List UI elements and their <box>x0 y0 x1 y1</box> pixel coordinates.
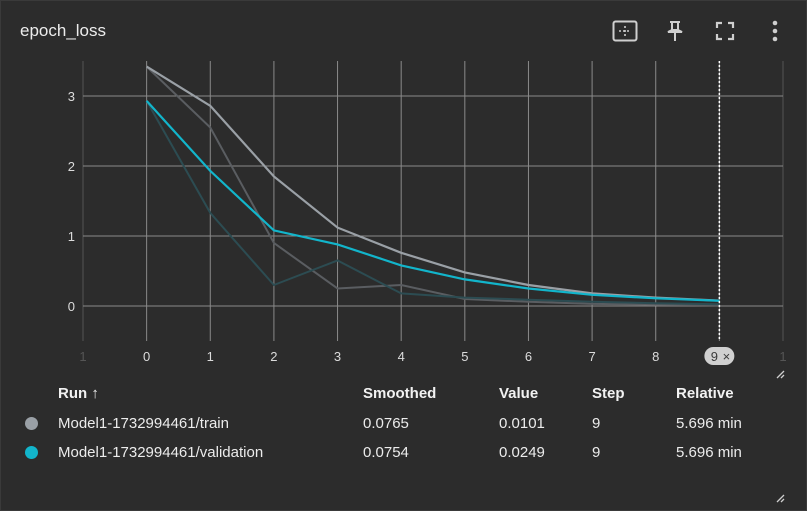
col-header-value[interactable]: Value <box>499 385 539 402</box>
more-vert-icon <box>772 20 778 42</box>
y-tick-label: 3 <box>68 89 75 104</box>
raw-series-line <box>145 65 720 307</box>
run-name: Model1-1732994461/validation <box>58 444 264 461</box>
step-value: 9 <box>592 415 601 432</box>
col-header-run[interactable]: Run ↑ <box>58 385 99 402</box>
run-color-swatch <box>25 417 38 430</box>
close-icon: × <box>723 349 731 364</box>
pin-icon <box>667 21 683 41</box>
relative-value: 5.696 min <box>676 444 742 461</box>
fit-domain-icon <box>612 20 638 42</box>
run-color-swatch <box>25 446 38 459</box>
table-resize-handle-icon[interactable] <box>775 493 785 503</box>
y-tick-label: 2 <box>68 159 75 174</box>
smoothed-lines <box>145 65 720 302</box>
smoothed-value: 0.0754 <box>363 444 409 461</box>
more-options-button[interactable] <box>761 17 789 45</box>
raw-value: 0.0101 <box>499 415 545 432</box>
x-tick-label: 2 <box>270 349 277 364</box>
raw-value: 0.0249 <box>499 444 545 461</box>
chart-resize-handle-icon[interactable] <box>775 369 785 379</box>
x-tick-label: 1 <box>779 349 786 364</box>
x-tick-label: 1 <box>79 349 86 364</box>
hover-step-badge <box>704 347 735 365</box>
smoothed-series-line <box>145 100 720 302</box>
x-tick-label: 4 <box>398 349 405 364</box>
smoothed-series-line <box>146 65 720 302</box>
run-name: Model1-1732994461/train <box>58 415 229 432</box>
card-title: epoch_loss <box>20 21 107 40</box>
pin-button[interactable] <box>661 17 689 45</box>
x-tick-label: 8 <box>652 349 659 364</box>
step-value: 9 <box>592 444 601 461</box>
x-tick-label: 1 <box>207 349 214 364</box>
col-header-step[interactable]: Step <box>592 385 625 402</box>
x-tick-label: 3 <box>334 349 341 364</box>
y-tick-label: 0 <box>68 299 75 314</box>
fullscreen-button[interactable] <box>711 17 739 45</box>
fullscreen-icon <box>715 21 735 41</box>
col-header-relative[interactable]: Relative <box>676 385 734 402</box>
y-tick-label: 1 <box>68 229 75 244</box>
col-header-smoothed[interactable]: Smoothed <box>363 385 437 402</box>
axis-ticks: 0 1 2 3 1 0 1 2 3 4 5 6 7 8 1 <box>68 89 787 364</box>
raw-series-line <box>145 100 720 306</box>
x-tick-label: 7 <box>588 349 595 364</box>
x-tick-label: 6 <box>525 349 532 364</box>
raw-lines <box>145 65 720 307</box>
hover-indicator: 9 × <box>704 61 735 365</box>
fit-domain-button[interactable] <box>611 17 639 45</box>
hover-step-label: 9 <box>711 349 718 364</box>
smoothed-value: 0.0765 <box>363 415 409 432</box>
x-tick-label: 5 <box>461 349 468 364</box>
x-tick-label: 0 <box>143 349 150 364</box>
relative-value: 5.696 min <box>676 415 742 432</box>
